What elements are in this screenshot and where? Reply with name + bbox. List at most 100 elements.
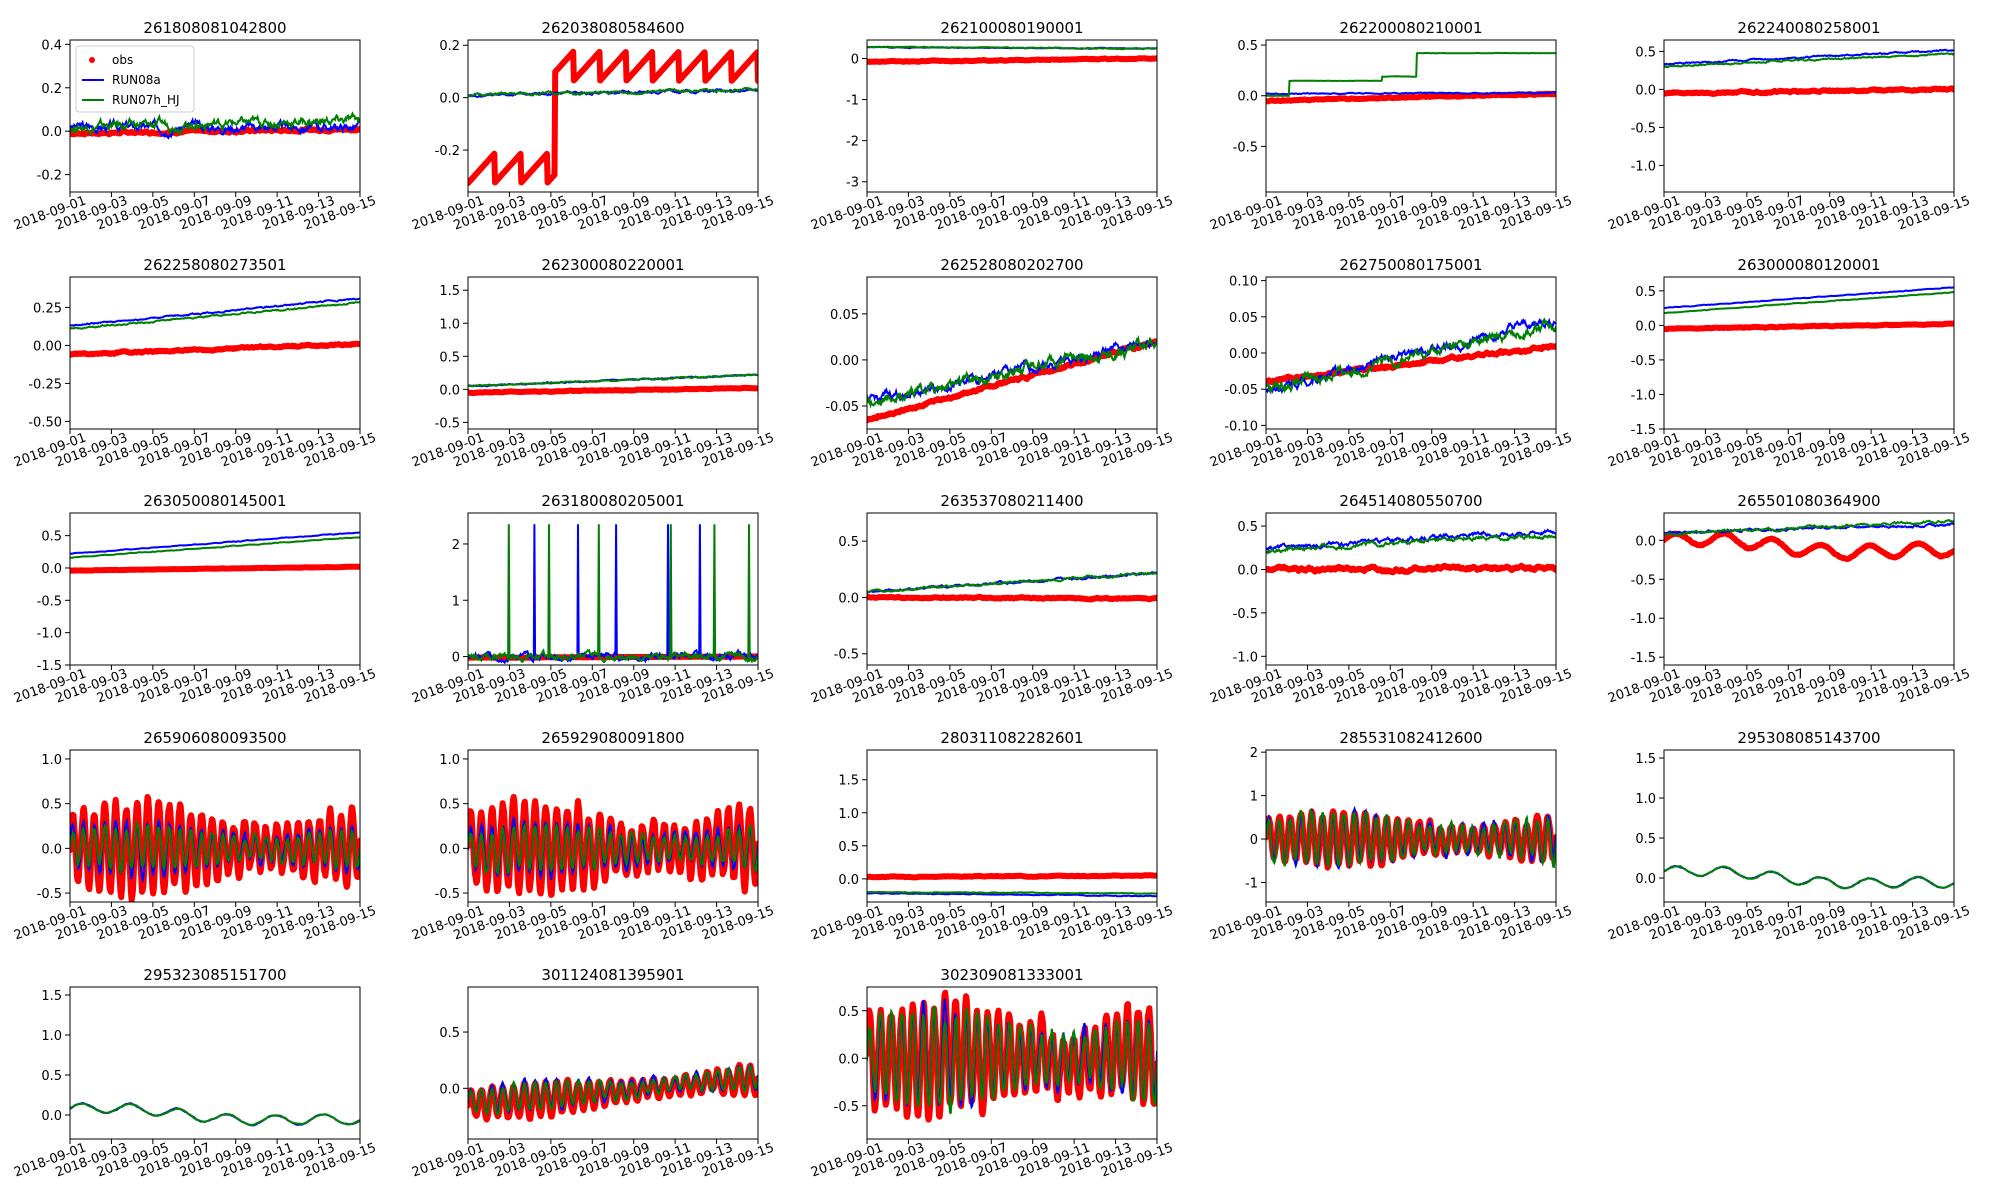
plot-area xyxy=(468,1061,758,1123)
y-tick-label: -0.5 xyxy=(435,887,460,902)
subplot-title: 264514080550700 xyxy=(1339,492,1482,510)
y-tick-label: 0.5 xyxy=(838,1005,859,1020)
y-tick-label: 0.5 xyxy=(1237,520,1258,535)
series-obs xyxy=(1266,342,1556,386)
axes-frame xyxy=(1265,749,1557,903)
y-tick-label: 0.5 xyxy=(838,535,859,550)
y-tick-label: 1.0 xyxy=(41,1029,62,1044)
subplot-title: 263537080211400 xyxy=(940,492,1083,510)
subplot-295323085151700: 2953230851517000.00.51.01.52018-09-01201… xyxy=(12,966,378,1180)
legend-box xyxy=(75,45,195,113)
legend-label: obs xyxy=(112,53,133,67)
subplot-285531082412600: 285531082412600-10122018-09-012018-09-03… xyxy=(1208,729,1574,943)
y-tick-label: 0.25 xyxy=(33,301,62,316)
series-obs xyxy=(70,340,360,358)
y-tick-label: 0.5 xyxy=(41,530,62,545)
y-tick-label: 0.0 xyxy=(41,842,62,857)
series-RUN07h_HJ xyxy=(70,111,360,136)
series-RUN07h_HJ xyxy=(468,86,758,98)
plot-area xyxy=(867,45,1157,65)
y-tick-label: 0.5 xyxy=(41,1069,62,1084)
y-tick-label: 0.05 xyxy=(1229,311,1258,326)
y-tick-label: -0.5 xyxy=(1233,607,1258,622)
y-tick-label: 0.5 xyxy=(1635,285,1656,300)
plot-area xyxy=(1664,286,1954,333)
subplot-261808081042800: 261808081042800-0.20.00.20.42018-09-0120… xyxy=(12,19,378,233)
series-RUN07h_HJ xyxy=(1266,317,1556,395)
plot-area xyxy=(70,111,360,140)
subplot-262258080273501: 262258080273501-0.50-0.250.000.252018-09… xyxy=(12,256,378,470)
series-RUN08a xyxy=(70,1101,360,1127)
y-tick-label: 0.0 xyxy=(838,873,859,888)
subplot-265906080093500: 265906080093500-0.50.00.51.02018-09-0120… xyxy=(12,729,378,943)
axes-frame xyxy=(467,986,759,1140)
series-RUN07h_HJ xyxy=(70,1102,360,1126)
axes-frame xyxy=(866,749,1158,903)
y-tick-label: -0.5 xyxy=(834,648,859,663)
y-tick-label: 0.0 xyxy=(1237,563,1258,578)
axes-frame xyxy=(467,512,759,666)
y-tick-label: 0.0 xyxy=(838,1052,859,1067)
y-tick-label: -1.0 xyxy=(1631,388,1656,403)
plot-area xyxy=(1266,528,1556,576)
subplot-262038080584600: 262038080584600-0.20.00.22018-09-012018-… xyxy=(410,19,776,233)
y-tick-label: -0.25 xyxy=(28,377,62,392)
series-obs xyxy=(1266,562,1556,576)
series-RUN08a xyxy=(70,297,360,327)
y-tick-label: 0.00 xyxy=(1229,347,1258,362)
subplot-title: 265929080091800 xyxy=(541,729,684,747)
subplot-263050080145001: 263050080145001-1.5-1.0-0.50.00.52018-09… xyxy=(12,492,378,706)
plot-area xyxy=(70,1101,360,1127)
subplot-title: 280311082282601 xyxy=(940,729,1083,747)
y-tick-label: 1.0 xyxy=(41,753,62,768)
y-tick-label: 0.0 xyxy=(1635,872,1656,887)
plot-area xyxy=(1664,48,1954,97)
subplot-265929080091800: 265929080091800-0.50.00.51.02018-09-0120… xyxy=(410,729,776,943)
axes-frame xyxy=(866,986,1158,1140)
y-tick-label: 0.5 xyxy=(1635,832,1656,847)
axes-frame xyxy=(69,512,361,666)
series-obs xyxy=(1664,530,1954,563)
subplot-262750080175001: 262750080175001-0.10-0.050.000.050.10201… xyxy=(1208,256,1574,470)
subplot-295308085143700: 2953080851437000.00.51.01.52018-09-01201… xyxy=(1606,729,1972,943)
y-tick-label: 0.2 xyxy=(41,82,62,97)
legend-label: RUN07h_HJ xyxy=(112,93,180,107)
series-RUN07h_HJ xyxy=(867,1005,1157,1115)
series-RUN07h_HJ xyxy=(867,45,1157,51)
y-tick-label: -1.5 xyxy=(37,659,62,674)
subplot-title: 263180080205001 xyxy=(541,492,684,510)
subplot-title: 262200080210001 xyxy=(1339,19,1482,37)
y-tick-label: 0.0 xyxy=(1635,319,1656,334)
y-tick-label: -0.5 xyxy=(37,887,62,902)
series-obs xyxy=(70,125,360,138)
series-RUN07h_HJ xyxy=(1266,808,1556,869)
subplot-title: 295323085151700 xyxy=(143,966,286,984)
y-tick-label: 0.0 xyxy=(439,1082,460,1097)
legend: obs RUN08a RUN07h_HJ xyxy=(75,45,195,113)
y-tick-label: 0 xyxy=(1250,833,1258,848)
series-RUN07h_HJ xyxy=(70,819,360,874)
series-RUN08a xyxy=(1266,91,1556,96)
plot-area xyxy=(1664,864,1954,890)
series-obs xyxy=(867,338,1157,424)
y-tick-label: -0.05 xyxy=(825,400,859,415)
subplot-title: 263050080145001 xyxy=(143,492,286,510)
plot-area xyxy=(867,334,1157,424)
plot-area xyxy=(1266,805,1556,871)
y-tick-label: 1.5 xyxy=(41,989,62,1004)
series-RUN07h_HJ xyxy=(468,1064,758,1117)
axes-frame xyxy=(1663,749,1955,903)
subplot-263180080205001: 2631800802050010122018-09-012018-09-0320… xyxy=(410,492,776,706)
y-tick-label: -2 xyxy=(846,135,859,150)
axes-frame xyxy=(1663,39,1955,193)
series-RUN07h_HJ xyxy=(1664,518,1954,537)
y-tick-label: -0.5 xyxy=(834,1100,859,1115)
subplot-263000080120001: 263000080120001-1.5-1.0-0.50.00.52018-09… xyxy=(1606,256,1972,470)
plot-area xyxy=(70,531,360,574)
y-tick-label: -1.0 xyxy=(1233,650,1258,665)
subplot-301124081395901: 3011240813959010.00.52018-09-012018-09-0… xyxy=(410,966,776,1180)
series-RUN08a xyxy=(1664,48,1954,66)
series-obs xyxy=(70,563,360,574)
y-tick-label: 0 xyxy=(851,52,859,67)
